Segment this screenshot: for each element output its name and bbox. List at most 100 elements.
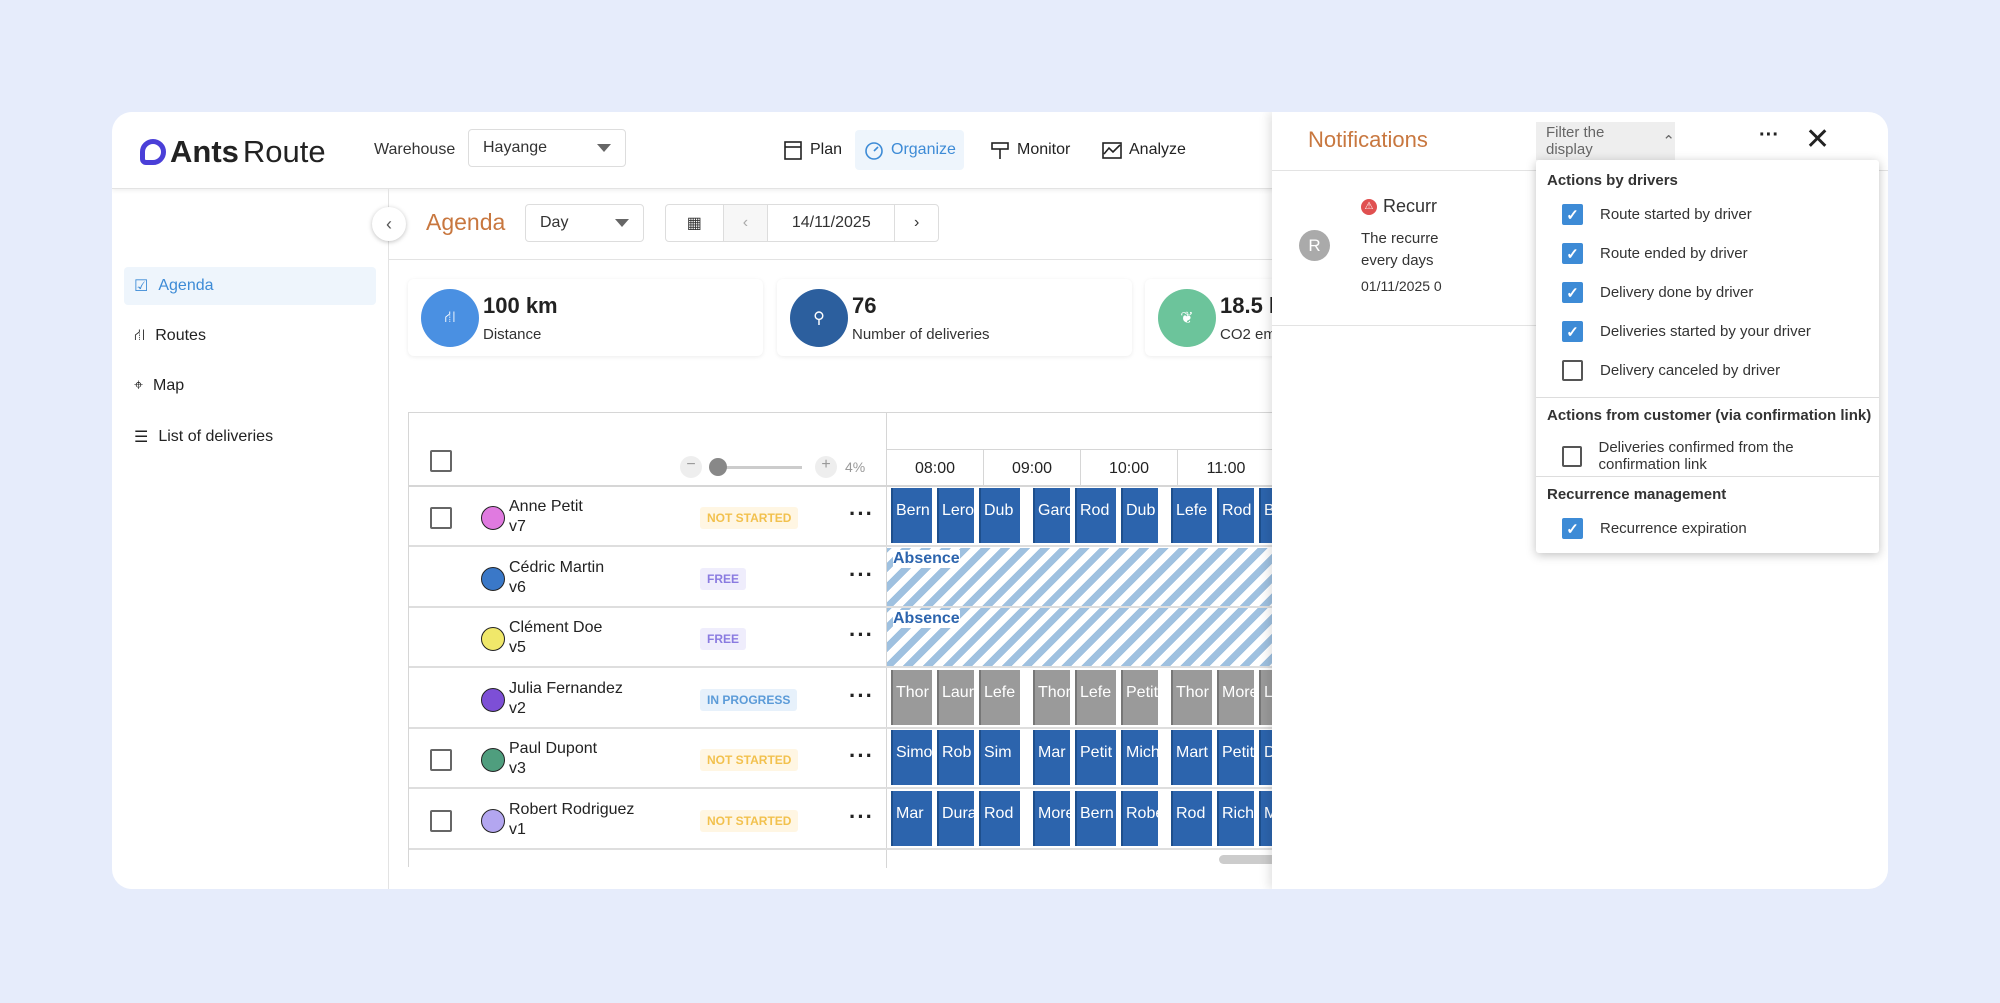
delivery-block[interactable]: Mart [1171, 730, 1212, 785]
nav-monitor[interactable]: Monitor [981, 130, 1078, 170]
date-display[interactable]: 14/11/2025 [768, 205, 896, 241]
caret-down-icon [597, 144, 611, 152]
delivery-block[interactable]: More [1033, 790, 1070, 846]
delivery-block[interactable]: Rod [1217, 488, 1254, 543]
delivery-block[interactable]: Lefe [979, 669, 1020, 725]
row-checkbox[interactable] [430, 809, 452, 832]
driver-name[interactable]: Cédric Martin v6 [509, 558, 604, 598]
notification-title[interactable]: ⚠ Recurr [1361, 196, 1437, 217]
delivery-block[interactable]: Laur [937, 669, 974, 725]
nav-organize[interactable]: Organize [855, 130, 964, 170]
next-day-button[interactable]: › [895, 205, 938, 241]
zoom-slider-handle[interactable] [709, 458, 727, 476]
filter-option[interactable]: ✓ Recurrence expiration [1562, 518, 1747, 539]
row-checkbox[interactable] [430, 507, 452, 529]
delivery-block[interactable]: Robe [1121, 790, 1158, 846]
view-select[interactable]: Day [525, 204, 644, 242]
delivery-block[interactable]: Mar [1033, 730, 1070, 785]
filter-option-label: Deliveries confirmed from the confirmati… [1598, 439, 1794, 473]
delivery-block[interactable]: Dub [979, 488, 1020, 543]
delivery-block[interactable]: Rich [1217, 790, 1254, 846]
warehouse-select[interactable]: Hayange [468, 129, 626, 167]
filter-option[interactable]: ✓ Deliveries started by your driver [1562, 321, 1811, 342]
kpi-label: CO2 em [1220, 326, 1276, 343]
delivery-block[interactable]: Dura [937, 790, 974, 846]
delivery-block[interactable]: Thor [1171, 669, 1212, 725]
delivery-block[interactable]: Rod [1075, 488, 1116, 543]
collapse-sidebar-button[interactable]: ‹ [372, 207, 406, 241]
sidebar-item-routes[interactable]: ⛙ Routes [124, 317, 376, 355]
driver-name[interactable]: Anne Petit v7 [509, 497, 583, 537]
more-actions-icon[interactable]: ··· [849, 561, 874, 587]
close-icon[interactable]: ✕ [1805, 123, 1831, 156]
driver-name[interactable]: Julia Fernandez v2 [509, 679, 623, 719]
calendar-button[interactable]: ▦ [666, 205, 724, 241]
more-options-icon[interactable]: ··· [1759, 124, 1779, 146]
delivery-block[interactable]: Thor [1033, 669, 1070, 725]
checkbox-checked-icon[interactable]: ✓ [1562, 282, 1583, 303]
filter-option[interactable]: ✓ Delivery done by driver [1562, 282, 1753, 303]
delivery-block[interactable]: Bern [891, 488, 932, 543]
delivery-block[interactable]: Lefe [1171, 488, 1212, 543]
delivery-block[interactable]: Sim [979, 730, 1020, 785]
zoom-in-button[interactable]: + [815, 456, 837, 478]
delivery-block[interactable]: Dub [1121, 488, 1158, 543]
nav-plan[interactable]: Plan [774, 130, 850, 170]
delivery-block[interactable]: Mar [891, 790, 932, 846]
driver-name-text: Paul Dupont [509, 740, 598, 757]
more-actions-icon[interactable]: ··· [849, 501, 874, 526]
delivery-block[interactable]: Rod [1171, 790, 1212, 846]
delivery-block[interactable]: Thor [891, 669, 932, 725]
gantt-lane: ThorLaurLefeThorLefePetitThorMoreLe [887, 669, 1888, 727]
chevron-left-icon: ‹ [742, 214, 749, 231]
filter-option-label: Recurrence expiration [1600, 520, 1747, 537]
zoom-slider[interactable] [712, 466, 802, 469]
divider [1536, 397, 1879, 398]
sidebar-item-map[interactable]: ⌖ Map [124, 367, 376, 405]
driver-name[interactable]: Paul Dupont v3 [509, 739, 597, 779]
filter-option[interactable]: ✓ Route started by driver [1562, 204, 1752, 225]
delivery-block[interactable]: Garc [1033, 488, 1070, 543]
more-actions-icon[interactable]: ··· [849, 743, 874, 768]
select-all-checkbox[interactable] [430, 450, 452, 472]
checkbox-checked-icon[interactable]: ✓ [1562, 518, 1583, 539]
nav-label: Organize [891, 141, 956, 158]
filter-option[interactable]: ✓ Route ended by driver [1562, 243, 1748, 264]
app-window: Ants Route Warehouse Hayange Plan Organiz… [112, 112, 1888, 889]
delivery-block[interactable]: More [1217, 669, 1254, 725]
row-checkbox[interactable] [430, 749, 452, 771]
sidebar-item-list-of-deliveries[interactable]: ☰ List of deliveries [124, 418, 376, 456]
checkbox-checked-icon[interactable]: ✓ [1562, 204, 1583, 225]
delivery-block[interactable]: Rod [979, 790, 1020, 846]
checkbox-checked-icon[interactable]: ✓ [1562, 243, 1583, 264]
previous-day-button[interactable]: ‹ [723, 205, 769, 241]
filter-option[interactable]: Deliveries confirmed from the confirmati… [1562, 439, 1879, 473]
chevron-up-icon: ⌃ [1662, 133, 1675, 150]
checkbox-unchecked-icon[interactable] [1562, 445, 1582, 467]
nav-analyze[interactable]: Analyze [1093, 130, 1194, 170]
delivery-block[interactable]: Mich [1121, 730, 1158, 785]
sidebar-item-agenda[interactable]: ☑ Agenda [124, 267, 376, 305]
delivery-block[interactable]: Simo [891, 730, 932, 785]
more-actions-icon[interactable]: ··· [849, 803, 874, 829]
checkbox-unchecked-icon[interactable] [1562, 360, 1583, 381]
filter-option[interactable]: Delivery canceled by driver [1562, 360, 1780, 381]
more-actions-icon[interactable]: ··· [849, 622, 874, 647]
delivery-block[interactable]: Petit [1075, 730, 1116, 785]
status-badge: NOT STARTED [700, 507, 799, 529]
checkbox-checked-icon[interactable]: ✓ [1562, 321, 1583, 342]
nav-label: Plan [810, 141, 843, 158]
driver-name[interactable]: Robert Rodriguez v1 [509, 800, 634, 840]
logo[interactable]: Ants Route [140, 134, 326, 170]
filter-display-button[interactable]: Filter the display ⌃ [1536, 122, 1675, 160]
zoom-out-button[interactable]: − [680, 456, 702, 478]
delivery-block[interactable]: Petit [1121, 669, 1158, 725]
delivery-block[interactable]: Lefe [1075, 669, 1116, 725]
horizontal-scrollbar[interactable] [1219, 855, 1299, 864]
delivery-block[interactable]: Bern [1075, 790, 1116, 846]
more-actions-icon[interactable]: ··· [849, 682, 874, 708]
delivery-block[interactable]: Rob [937, 730, 974, 785]
delivery-block[interactable]: Petit [1217, 730, 1254, 785]
driver-name[interactable]: Clément Doe v5 [509, 618, 602, 658]
delivery-block[interactable]: Lero [937, 488, 974, 543]
